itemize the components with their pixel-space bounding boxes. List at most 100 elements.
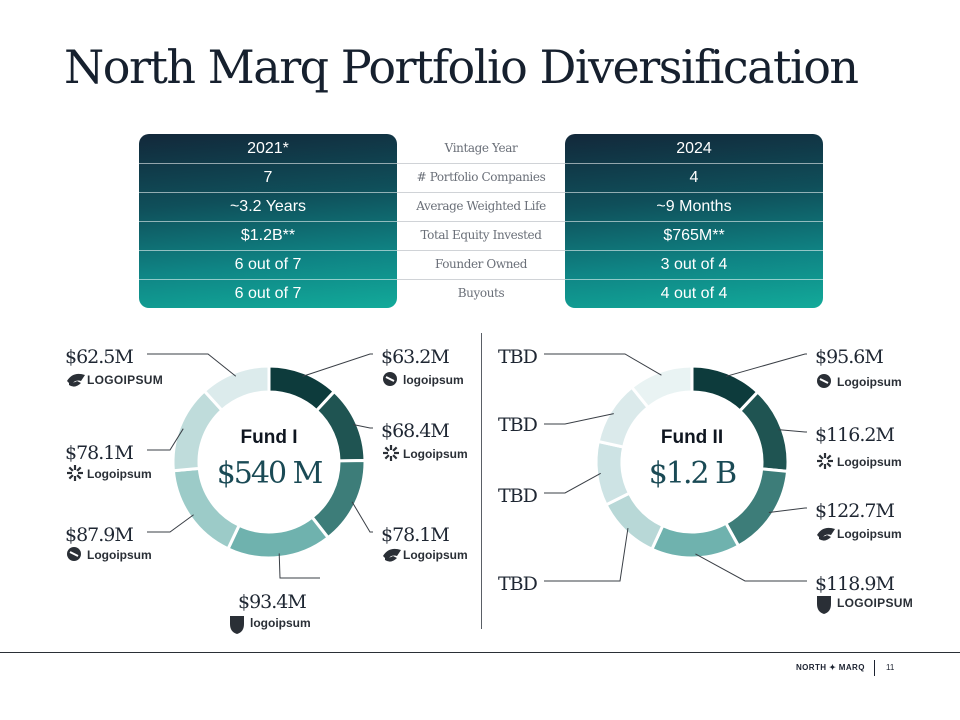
logo-name: logoipsum xyxy=(403,373,464,387)
footer-divider xyxy=(0,652,960,653)
leader-line xyxy=(544,413,614,425)
logo-name: Logoipsum xyxy=(837,375,902,389)
leader-line xyxy=(544,353,662,376)
logo-name: Logoipsum xyxy=(837,527,902,541)
slice-value-label: $68.4M xyxy=(381,420,449,442)
fund-ii-buyouts: 4 out of 4 xyxy=(660,285,728,302)
fund-i-equity-invested: $1.2B** xyxy=(240,227,296,244)
fund-i-labels: $63.2M logoipsum $68.4M Logoipsum $78.1M Logo… xyxy=(65,346,468,634)
fund-i-column: 2021* 7 ~3.2 Years $1.2B** 6 out of 7 6 … xyxy=(139,134,397,308)
row-divider xyxy=(565,250,823,251)
company-logo: LOGOIPSUM xyxy=(67,373,163,387)
logo-mark-icon xyxy=(67,373,85,387)
logo-name: Logoipsum xyxy=(403,548,468,562)
fund-i-total: $540 M xyxy=(217,456,323,491)
row-label-founder-owned: Founder Owned xyxy=(434,257,528,271)
fund-i-buyouts: 6 out of 7 xyxy=(234,285,302,302)
fund-ii-founder-owned: 3 out of 4 xyxy=(660,256,728,273)
leader-line xyxy=(302,353,373,377)
fund-ii-leader-lines xyxy=(544,353,807,582)
fund-i-vintage-year: 2021* xyxy=(247,140,289,157)
slice-value-label: $116.2M xyxy=(815,424,894,446)
logo-mark-icon xyxy=(817,453,833,469)
leader-line xyxy=(147,353,237,377)
company-logo: Logoipsum xyxy=(817,374,902,389)
slice-value-label: TBD xyxy=(498,346,538,368)
company-logo: Logoipsum xyxy=(383,445,468,461)
page-number: 11 xyxy=(886,663,895,672)
donut-slice xyxy=(226,515,331,560)
row-divider xyxy=(397,279,565,280)
fund-ii-weighted-life: ~9 Months xyxy=(656,198,732,215)
fund-i-ring xyxy=(171,364,367,560)
fund-ii-ring xyxy=(594,364,790,560)
leader-line xyxy=(544,527,629,582)
fund-ii-total: $1.2 B xyxy=(649,456,736,491)
logo-name: Logoipsum xyxy=(837,455,902,469)
logo-mark-icon xyxy=(230,616,244,634)
company-logo: logoipsum xyxy=(383,372,464,387)
company-logo: Logoipsum xyxy=(67,547,152,562)
fund-ii-title: Fund II xyxy=(661,427,723,448)
logo-mark-icon xyxy=(383,372,397,386)
footer-separator xyxy=(874,660,875,676)
slice-value-label: $95.6M xyxy=(815,346,883,368)
row-divider xyxy=(565,163,823,164)
logo-mark-icon xyxy=(67,465,83,481)
slice-value-label: TBD xyxy=(498,414,538,436)
leader-line xyxy=(351,501,373,533)
company-logo: Logoipsum xyxy=(67,465,152,481)
leader-line xyxy=(147,428,184,451)
logo-name: LOGOIPSUM xyxy=(87,373,163,387)
leader-line xyxy=(147,514,194,533)
logo-mark-icon xyxy=(383,445,399,461)
slice-value-label: $122.7M xyxy=(815,500,894,522)
fund-i-portfolio-companies: 7 xyxy=(263,169,273,186)
fund-i-chart: Fund I $540 M $63.2M logoipsum $68.4M Logoi… xyxy=(65,346,468,634)
logo-name: logoipsum xyxy=(250,616,311,630)
slice-value-label: $62.5M xyxy=(65,346,133,368)
fund-ii-labels: $95.6M Logoipsum $116.2M Logoipsum $122.7M Lo… xyxy=(498,346,913,614)
row-label-vintage-year: Vintage Year xyxy=(444,141,518,155)
donut-slice xyxy=(314,389,367,463)
row-divider xyxy=(139,163,397,164)
row-divider xyxy=(565,279,823,280)
row-label-buyouts: Buyouts xyxy=(457,286,505,300)
fund-i-leader-lines xyxy=(147,353,373,579)
leader-line xyxy=(352,424,373,429)
row-divider xyxy=(397,192,565,193)
logo-mark-icon xyxy=(817,527,835,541)
slice-value-label: $78.1M xyxy=(65,442,133,464)
slice-value-label: $118.9M xyxy=(815,573,894,595)
slice-value-label: $78.1M xyxy=(381,524,449,546)
leader-line xyxy=(725,353,807,377)
row-label-weighted-life: Average Weighted Life xyxy=(416,199,546,213)
leader-line xyxy=(768,507,807,514)
row-divider xyxy=(139,221,397,222)
fund-i-weighted-life: ~3.2 Years xyxy=(229,198,307,215)
logo-mark-icon xyxy=(817,374,831,388)
fund-ii-column: 2024 4 ~9 Months $765M** 3 out of 4 4 ou… xyxy=(565,134,823,308)
donut-slice xyxy=(737,389,790,474)
company-logo: Logoipsum xyxy=(817,527,902,541)
company-logo: Logoipsum xyxy=(383,548,468,562)
row-divider xyxy=(397,250,565,251)
row-divider xyxy=(139,192,397,193)
footer-brand: NORTH ✦ MARQ xyxy=(796,663,865,672)
fund-ii-chart: Fund II $1.2 B $95.6M Logoipsum $116.2M Log… xyxy=(498,346,913,614)
fund-i-founder-owned: 6 out of 7 xyxy=(234,256,302,273)
logo-mark-icon xyxy=(817,596,831,614)
chart-divider xyxy=(481,333,482,629)
donut-slice xyxy=(649,521,741,560)
row-divider xyxy=(139,250,397,251)
logo-name: Logoipsum xyxy=(87,548,152,562)
fund-ii-vintage-year: 2024 xyxy=(676,140,712,157)
donut-slice xyxy=(594,439,632,507)
row-label-portfolio-companies: # Portfolio Companies xyxy=(416,170,546,184)
donut-slice xyxy=(202,364,271,413)
row-divider xyxy=(565,192,823,193)
leader-line xyxy=(695,553,807,582)
fund-ii-portfolio-companies: 4 xyxy=(689,169,699,186)
logo-mark-icon xyxy=(67,547,81,561)
fund-ii-equity-invested: $765M** xyxy=(663,227,725,244)
